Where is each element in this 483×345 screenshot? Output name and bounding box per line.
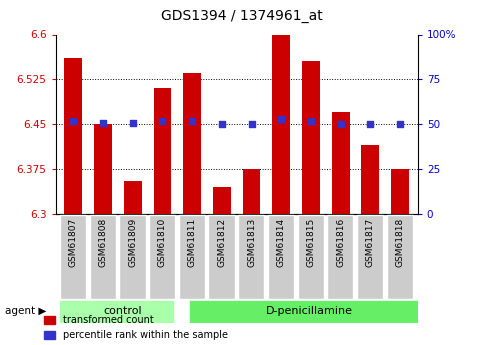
- Bar: [119, 215, 145, 299]
- Bar: [327, 215, 354, 299]
- Text: GSM61809: GSM61809: [128, 218, 137, 267]
- Text: GSM61813: GSM61813: [247, 218, 256, 267]
- Point: [188, 118, 196, 124]
- Bar: [361, 145, 379, 214]
- Bar: [154, 88, 171, 214]
- Point: [129, 120, 137, 126]
- Bar: [357, 215, 383, 299]
- Text: D-penicillamine: D-penicillamine: [266, 306, 353, 316]
- Bar: [58, 300, 174, 323]
- Text: GSM61817: GSM61817: [366, 218, 375, 267]
- Bar: [90, 215, 116, 299]
- Bar: [272, 29, 290, 214]
- Bar: [124, 181, 142, 214]
- Text: GSM61812: GSM61812: [217, 218, 227, 267]
- Point: [158, 118, 166, 124]
- Point: [337, 121, 344, 127]
- Text: GSM61811: GSM61811: [187, 218, 197, 267]
- Text: GSM61815: GSM61815: [306, 218, 315, 267]
- Text: GSM61810: GSM61810: [158, 218, 167, 267]
- Point: [307, 118, 315, 124]
- Bar: [386, 215, 413, 299]
- Legend: transformed count, percentile rank within the sample: transformed count, percentile rank withi…: [43, 315, 228, 340]
- Text: GSM61808: GSM61808: [99, 218, 108, 267]
- Bar: [298, 215, 324, 299]
- Text: GSM61814: GSM61814: [277, 218, 286, 267]
- Text: agent ▶: agent ▶: [5, 306, 46, 316]
- Bar: [332, 112, 350, 214]
- Text: GSM61807: GSM61807: [69, 218, 78, 267]
- Bar: [391, 169, 409, 214]
- Point: [218, 121, 226, 127]
- Point: [396, 121, 404, 127]
- Bar: [302, 61, 320, 214]
- Bar: [242, 169, 260, 214]
- Bar: [213, 187, 231, 214]
- Bar: [238, 215, 264, 299]
- Bar: [60, 215, 86, 299]
- Bar: [268, 215, 294, 299]
- Point: [99, 120, 107, 126]
- Bar: [64, 58, 82, 214]
- Point: [367, 121, 374, 127]
- Bar: [189, 300, 430, 323]
- Bar: [179, 215, 205, 299]
- Bar: [209, 215, 235, 299]
- Point: [248, 121, 256, 127]
- Text: GSM61816: GSM61816: [336, 218, 345, 267]
- Bar: [149, 215, 175, 299]
- Bar: [94, 124, 112, 214]
- Text: GSM61818: GSM61818: [396, 218, 404, 267]
- Bar: [183, 73, 201, 214]
- Point: [277, 117, 285, 122]
- Text: GDS1394 / 1374961_at: GDS1394 / 1374961_at: [161, 9, 322, 23]
- Point: [70, 118, 77, 124]
- Text: control: control: [103, 306, 142, 316]
